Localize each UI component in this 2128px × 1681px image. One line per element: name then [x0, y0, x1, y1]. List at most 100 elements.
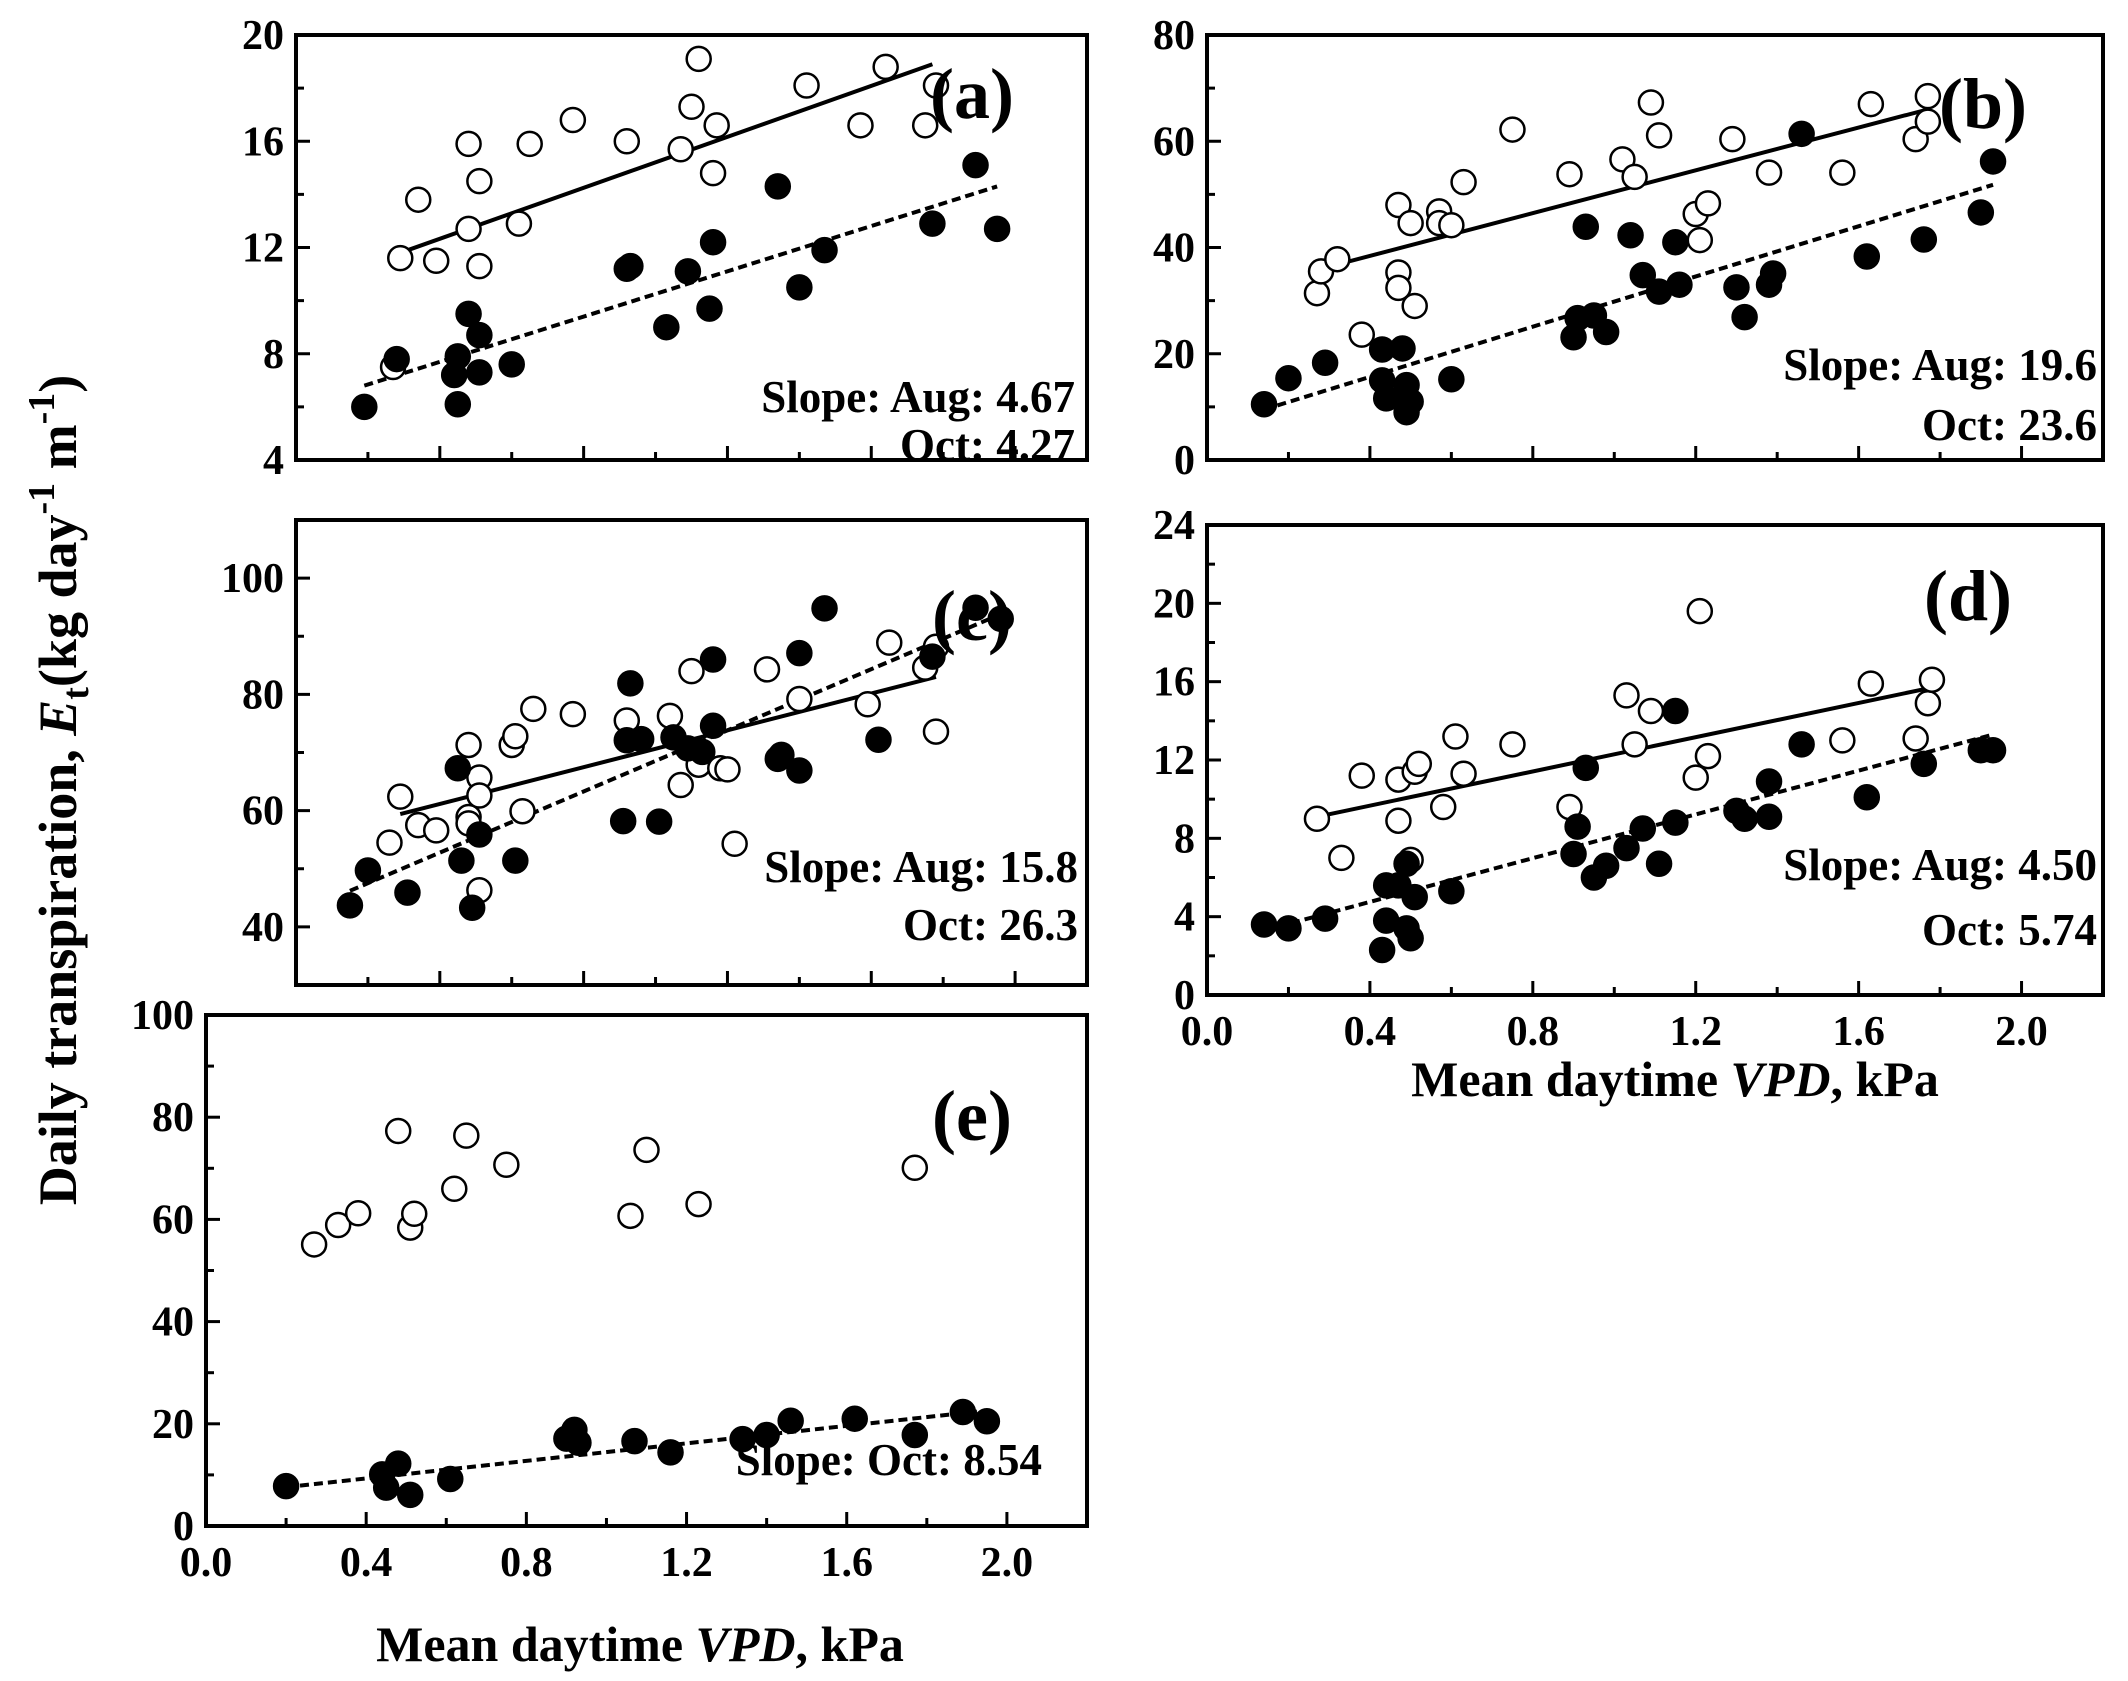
panel-b-point-oct — [1979, 148, 2007, 175]
panel-c-point-oct — [394, 879, 421, 906]
panel-b-point-oct — [1617, 222, 1644, 249]
panel-d-point-aug — [1637, 697, 1665, 725]
panel-b-point-aug — [1645, 122, 1673, 149]
y-axis-title-close: ) — [28, 375, 88, 393]
x-axis-title-top: Mean daytime VPD, kPa — [1411, 1051, 1939, 1107]
panel-b-point-oct — [1389, 335, 1416, 362]
panel-a-y-tick-label: 20 — [242, 13, 284, 59]
panel-b-y-tick-label: 40 — [1153, 226, 1195, 272]
panel-e-point-aug — [300, 1231, 328, 1258]
panel-e-point-oct — [973, 1407, 1001, 1435]
panel-b-point-oct — [1592, 318, 1620, 346]
panel-d-y-tick-label: 24 — [1153, 503, 1195, 549]
panel-d-x-tick-label: 0.4 — [1344, 1009, 1397, 1055]
panel-a-point-oct — [498, 351, 525, 378]
panel-e-y-tick-label: 100 — [131, 993, 194, 1039]
panel-d-x-tick-label: 0.0 — [1181, 1009, 1234, 1055]
panel-c-point-oct — [811, 595, 838, 622]
panel-a-point-aug — [847, 112, 874, 139]
panel-c-y-tick-label: 100 — [221, 556, 284, 602]
panel-c-point-aug — [667, 771, 694, 799]
panel-d-x-tick-label: 1.2 — [1669, 1009, 1722, 1055]
panel-d-point-aug — [1829, 727, 1856, 754]
panel-a-point-aug — [872, 53, 899, 81]
panel-c-point-oct — [645, 808, 673, 835]
panel-d-point-aug — [1686, 597, 1714, 625]
panel-c-point-oct — [919, 643, 946, 670]
panel-a-point-aug — [685, 45, 712, 73]
panel-b-point-oct — [1910, 226, 1938, 253]
y-axis-title-subscript: t — [55, 687, 97, 700]
panel-a-point-oct — [444, 390, 472, 418]
panel-a-point-oct — [764, 173, 792, 200]
panel-b-point-aug — [1499, 116, 1526, 143]
panel-c-point-aug — [922, 718, 950, 745]
panel-d-point-oct — [1564, 813, 1591, 840]
panel-d-point-aug — [1499, 731, 1526, 758]
panel-b-point-aug — [1401, 292, 1428, 320]
panel-a-point-aug — [422, 247, 450, 275]
panel-a-label: (a) — [930, 54, 1014, 134]
panel-c-point-aug — [656, 702, 684, 730]
panel-e-point-aug — [453, 1122, 480, 1149]
panel-d-point-oct — [1910, 750, 1938, 778]
panel-c-point-aug — [455, 731, 482, 759]
y-axis-title-exponent-2: -1 — [21, 393, 63, 425]
panel-a-y-tick-label: 16 — [242, 119, 284, 165]
panel-a-point-oct — [455, 300, 482, 328]
panel-d-point-aug — [1621, 731, 1648, 758]
panel-b-point-oct — [1572, 213, 1600, 241]
y-axis-title-text: Daily transpiration, — [28, 736, 88, 1206]
panel-e-point-aug — [685, 1190, 712, 1218]
y-axis-title: Daily transpiration, Et(kg day-1 m-1) — [21, 375, 97, 1206]
panel-d-point-oct — [1788, 731, 1815, 758]
panel-b-point-oct — [1666, 271, 1693, 298]
panel-a-point-aug — [387, 244, 414, 272]
panel-a-point-aug — [703, 112, 730, 139]
panel-b-point-aug — [1397, 209, 1424, 237]
panel-b-point-aug — [1857, 90, 1885, 118]
panel-b-y-tick-label: 80 — [1153, 13, 1195, 59]
panel-c-point-oct — [617, 670, 644, 697]
panel-e-point-aug — [493, 1151, 520, 1178]
panel-b-point-aug — [1385, 274, 1412, 302]
x-axis-title-bottom: Mean daytime VPD, kPa — [376, 1616, 904, 1672]
panel-b-point-aug — [1556, 160, 1583, 188]
panel-c-y-tick-label: 80 — [242, 672, 284, 718]
panel-d-y-tick-label: 8 — [1174, 816, 1195, 862]
panel-b-point-aug — [1914, 108, 1942, 135]
panel-d-point-aug — [1385, 807, 1412, 834]
panel-b-point-oct — [1731, 303, 1758, 331]
y-axis-title-exponent-1: -1 — [21, 483, 63, 515]
panel-b-point-oct — [1662, 228, 1689, 256]
panel-e-point-oct — [949, 1398, 977, 1426]
panel-e-label: (e) — [932, 1076, 1012, 1156]
panel-d-x-tick-label: 1.6 — [1832, 1009, 1885, 1055]
panel-b-point-aug — [1637, 89, 1665, 116]
panel-d-point-aug — [1328, 844, 1355, 872]
panel-b-point-oct — [1275, 364, 1302, 392]
panel-c-slope-annotation: Oct: 26.3 — [903, 900, 1078, 950]
panel-e-y-tick-label: 60 — [152, 1197, 194, 1243]
panel-a-point-aug — [466, 252, 493, 280]
panel-e-point-aug — [400, 1200, 428, 1228]
panel-e-point-oct — [372, 1474, 400, 1501]
panel-a-fit-line-oct — [363, 184, 998, 388]
panel-a-point-oct — [699, 228, 727, 256]
panel-c-point-oct — [786, 639, 813, 667]
panel-a-point-oct — [962, 151, 989, 179]
panel-a-point-aug — [678, 93, 705, 120]
panel-c-point-aug — [466, 782, 493, 809]
panel-c-point-aug — [520, 695, 547, 723]
y-axis-title-unit: (kg day — [28, 515, 88, 688]
panel-c-point-oct — [609, 807, 637, 835]
panel-b-point-oct — [1397, 388, 1424, 415]
panel-a-point-aug — [793, 72, 820, 99]
panel-a-y-tick-label: 12 — [242, 226, 284, 272]
panel-b-y-tick-label: 60 — [1153, 119, 1195, 165]
panel-c-point-oct — [448, 847, 475, 874]
panel-c-point-aug — [509, 797, 536, 825]
panel-b-slope-annotation: Slope: Aug: 19.6 — [1783, 340, 2097, 390]
panel-c-point-aug — [714, 756, 741, 783]
panel-c-point-oct — [502, 847, 529, 874]
